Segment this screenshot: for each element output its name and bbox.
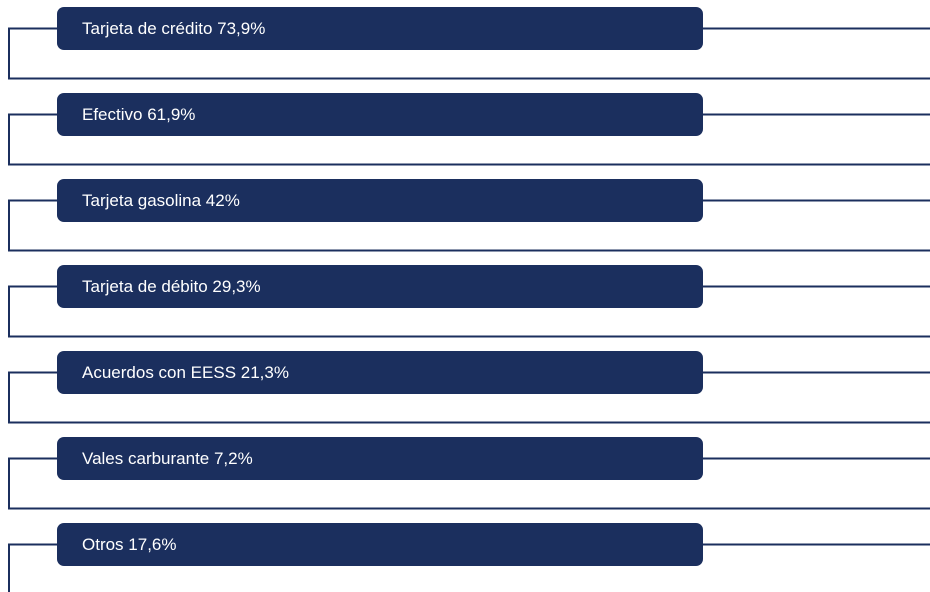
bracket-line xyxy=(8,285,930,338)
item-label: Tarjeta de crédito 73,9% xyxy=(82,19,265,38)
label-box xyxy=(57,523,703,566)
label-box xyxy=(57,179,703,222)
bracket-line xyxy=(8,457,930,510)
bracket-line xyxy=(8,371,930,424)
bracket-line xyxy=(8,27,930,80)
label-box xyxy=(57,7,703,50)
item-label: Efectivo 61,9% xyxy=(82,105,195,124)
bracket-line xyxy=(8,113,930,166)
item-label: Tarjeta gasolina 42% xyxy=(82,191,240,210)
item-label: Acuerdos con EESS 21,3% xyxy=(82,363,289,382)
label-box xyxy=(57,351,703,394)
item-label: Vales carburante 7,2% xyxy=(82,449,253,468)
bracket-line xyxy=(8,199,930,252)
bracket-line xyxy=(8,543,57,592)
label-box xyxy=(57,437,703,480)
item-label: Otros 17,6% xyxy=(82,535,177,554)
item-label: Tarjeta de débito 29,3% xyxy=(82,277,261,296)
label-box xyxy=(57,265,703,308)
label-box xyxy=(57,93,703,136)
